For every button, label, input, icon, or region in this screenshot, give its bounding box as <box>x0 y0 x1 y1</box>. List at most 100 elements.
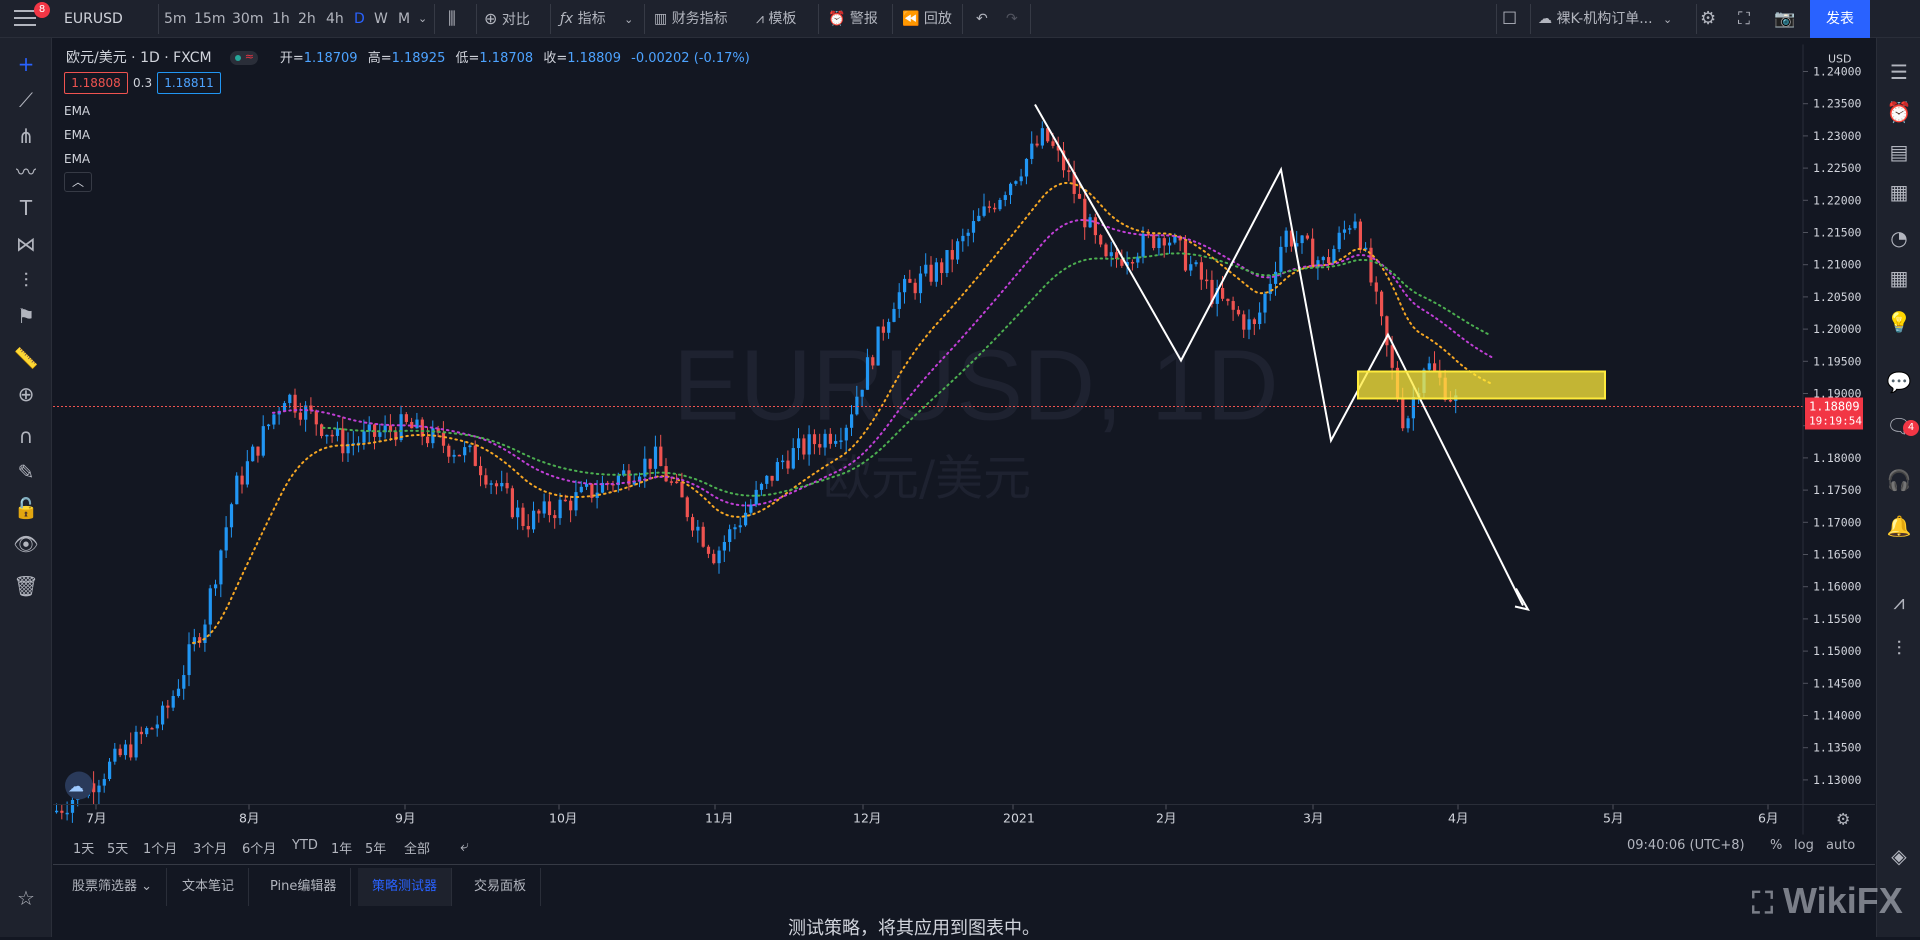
compare-button[interactable]: ⊕ 对比 <box>484 9 530 28</box>
ruler-icon[interactable]: 📏 <box>13 346 39 370</box>
range-3[interactable]: 3个月 <box>193 842 228 857</box>
alert-button[interactable]: ⏰ 警报 <box>828 11 878 27</box>
brush-icon[interactable]: 〰 <box>16 160 36 184</box>
interval-30m[interactable]: 30m <box>232 11 264 27</box>
range-2[interactable]: 1个月 <box>143 842 178 857</box>
interval-w[interactable]: W <box>374 11 388 27</box>
candle-body <box>553 515 557 519</box>
candle-body <box>669 481 673 483</box>
flag-icon[interactable]: ⚑ <box>17 304 35 328</box>
tab-0[interactable]: 股票筛选器 ⌄ <box>58 868 168 906</box>
dom-icon[interactable]: ⫶ <box>1896 636 1902 660</box>
interval-d[interactable]: D <box>354 11 365 27</box>
crosshair-icon[interactable]: + <box>17 52 35 76</box>
candle-body <box>224 527 228 551</box>
layout-name[interactable]: ☁ 裸K-机构订单... ⌄ <box>1538 11 1673 27</box>
replay-button[interactable]: ⏪ 回放 <box>902 11 952 27</box>
support-icon[interactable]: 🎧 <box>1886 468 1912 492</box>
trend-line-icon[interactable]: ⟋ <box>19 88 33 112</box>
eye-icon[interactable]: 👁 <box>13 532 39 556</box>
alarm-icon[interactable]: ⏰ <box>1886 100 1912 124</box>
tab-4[interactable]: 交易面板 <box>460 868 542 906</box>
candle-body <box>325 434 329 437</box>
indicator-label-ema-3[interactable]: EMA <box>64 152 91 166</box>
pencil-lock-icon[interactable]: ✎ <box>17 460 35 484</box>
clock-readout[interactable]: 09:40:06 (UTC+8) <box>1627 838 1745 853</box>
camera-icon[interactable]: 📷 <box>1774 9 1796 29</box>
range-7[interactable]: 5年 <box>365 842 387 857</box>
tab-2[interactable]: Pine编辑器 <box>256 868 352 906</box>
time-axis[interactable]: 7月 8月 9月 10月 11月 12月 2021 2月 3月 4月 5月 6月 <box>86 804 1778 826</box>
fullscreen-icon[interactable]: ⛶ <box>1738 9 1750 29</box>
chart-type-icon[interactable]: ⫼ <box>448 9 456 29</box>
price-tick: 1.19500 <box>1813 354 1862 368</box>
star-icon[interactable]: ☆ <box>17 886 35 910</box>
range-8[interactable]: 全部 <box>404 842 431 857</box>
interval-m[interactable]: M <box>398 11 411 27</box>
tab-3[interactable]: 策略测试器 <box>358 868 453 906</box>
buy-price-box[interactable]: 1.18811 <box>157 72 221 94</box>
interval-2h[interactable]: 2h <box>298 11 316 27</box>
financials-button[interactable]: ▥ 财务指标 <box>654 11 728 27</box>
hotlist-icon[interactable]: ◔ <box>1890 226 1908 250</box>
gear-icon[interactable]: ⚙ <box>1700 8 1717 29</box>
candle-body <box>1014 181 1018 184</box>
symbol-search[interactable]: EURUSD <box>64 11 123 27</box>
range-0[interactable]: 1天 <box>73 842 95 857</box>
candle-body <box>198 637 202 643</box>
zoom-in-icon[interactable]: ⊕ <box>17 382 35 406</box>
symbol-title[interactable]: 欧元/美元 · 1D · FXCM <box>66 50 212 66</box>
indicator-label-ema-1[interactable]: EMA <box>64 104 91 118</box>
price-tick: 1.20500 <box>1813 290 1862 304</box>
supply-zone-rectangle[interactable] <box>1357 370 1606 400</box>
trash-icon[interactable]: 🗑 <box>13 574 39 598</box>
text-icon[interactable]: T <box>19 196 33 220</box>
interval-5m[interactable]: 5m <box>164 11 187 27</box>
range-sep-icon[interactable]: ⤶ <box>460 836 469 855</box>
redo-icon[interactable]: ↷ <box>1006 11 1018 27</box>
range-5[interactable]: YTD <box>292 838 318 853</box>
ideas-icon[interactable]: 💡 <box>1886 310 1912 334</box>
menu-icon[interactable] <box>14 10 36 28</box>
sell-price-box[interactable]: 1.18808 <box>64 72 128 94</box>
candle-body <box>113 748 117 762</box>
prediction-icon[interactable]: ⫶ <box>23 268 29 292</box>
calendar-icon[interactable]: ▦ <box>1889 266 1909 290</box>
candle-body <box>537 510 541 514</box>
calendar-list-icon[interactable]: ▦ <box>1889 180 1909 204</box>
collapse-legend-button[interactable]: ︿ <box>64 172 92 192</box>
interval-chevron-icon[interactable]: ⌄ <box>418 12 428 25</box>
lock-icon[interactable]: 🔓 <box>13 496 39 520</box>
candle-body <box>1125 262 1129 266</box>
pattern-icon[interactable]: ⋈ <box>16 232 36 256</box>
watchlist-icon[interactable]: ☰ <box>1890 60 1908 84</box>
tab-1[interactable]: 文本笔记 <box>168 868 250 906</box>
news-icon[interactable]: ▤ <box>1889 140 1909 164</box>
candle-body <box>378 432 382 437</box>
pitchfork-icon[interactable]: ⋔ <box>17 124 35 148</box>
chat-icon[interactable]: 💬 <box>1886 370 1912 394</box>
candle-body <box>240 475 244 485</box>
signal-icon[interactable]: ⩘ <box>1893 590 1905 614</box>
bell-icon[interactable]: 🔔 <box>1886 514 1912 538</box>
interval-1h[interactable]: 1h <box>272 11 290 27</box>
layers-icon[interactable]: ◈ <box>1891 844 1907 868</box>
range-1[interactable]: 5天 <box>107 842 129 857</box>
interval-15m[interactable]: 15m <box>194 11 226 27</box>
log-scale-toggle[interactable]: log <box>1794 838 1814 853</box>
layout-select-icon[interactable]: ☐ <box>1502 9 1518 29</box>
magnet-icon[interactable]: ∩ <box>18 424 34 448</box>
range-4[interactable]: 6个月 <box>242 842 277 857</box>
templates-button[interactable]: ⩘ 模板 <box>756 11 797 27</box>
candle-body <box>574 492 578 511</box>
interval-4h[interactable]: 4h <box>326 11 344 27</box>
range-6[interactable]: 1年 <box>331 842 353 857</box>
indicators-button[interactable]: ƒx 指标 ⌄ <box>560 11 634 27</box>
indicator-label-ema-2[interactable]: EMA <box>64 128 91 142</box>
percent-scale-toggle[interactable]: % <box>1770 838 1783 853</box>
publish-button[interactable]: 发表 <box>1810 0 1870 38</box>
price-chart[interactable]: EURUSD, 1D 欧元/美元 USD 1.24000 1.23500 1.230… <box>53 38 1875 841</box>
axis-settings-icon[interactable]: ⚙ <box>1836 810 1850 829</box>
undo-icon[interactable]: ↶ <box>976 11 988 27</box>
auto-scale-toggle[interactable]: auto <box>1826 838 1856 853</box>
